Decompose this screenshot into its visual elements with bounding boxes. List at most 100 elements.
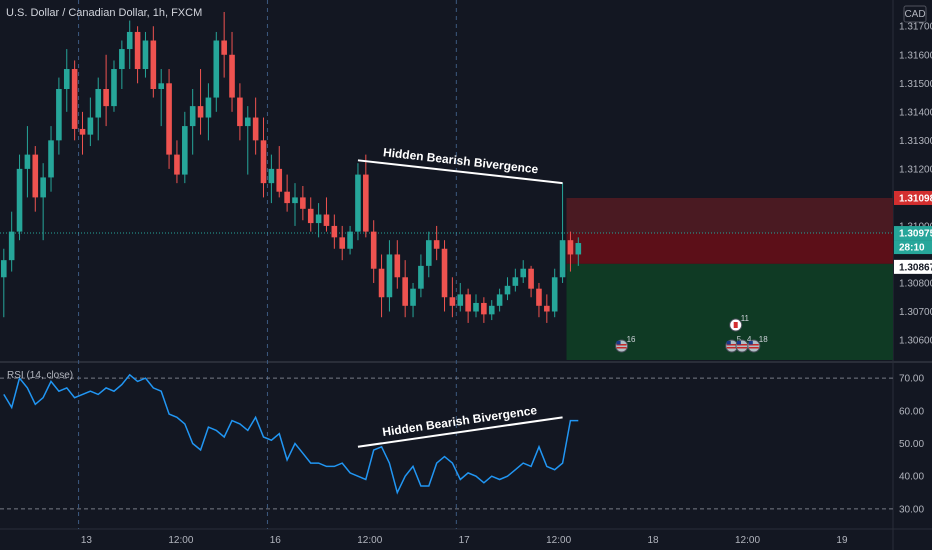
candle-body xyxy=(323,214,330,226)
candles xyxy=(1,11,582,323)
candle-body xyxy=(8,231,15,261)
candle-body xyxy=(244,117,251,127)
us-flag-stripe xyxy=(616,347,627,349)
us-event-icon[interactable]: 4 xyxy=(735,335,752,353)
current-price-label-bg xyxy=(894,226,932,241)
candle-body xyxy=(276,168,283,192)
candle-body xyxy=(1,260,7,278)
us-flag-stripe xyxy=(726,347,737,349)
candle-body xyxy=(71,69,78,129)
candle-body xyxy=(205,97,212,118)
candle-body xyxy=(213,40,220,98)
candle-body xyxy=(40,177,46,198)
candle-body xyxy=(307,208,314,224)
candle-body xyxy=(544,305,550,312)
candle-body xyxy=(457,294,464,306)
rsi-pane xyxy=(3,373,579,495)
rsi-line xyxy=(3,373,579,495)
candle-body xyxy=(63,69,70,90)
candle-body xyxy=(229,54,235,98)
us-event-icon[interactable]: 18 xyxy=(747,335,768,353)
axes: 1.31700 1.31600 1.31500 1.31400 1.31300 1.312… xyxy=(81,22,932,546)
candle-body xyxy=(300,197,306,209)
target-price-label-bg xyxy=(894,259,932,274)
event-count: 16 xyxy=(627,335,636,344)
us-flag-canton xyxy=(726,341,731,345)
candle-body xyxy=(465,294,471,312)
event-count: 11 xyxy=(741,314,750,323)
candle-body xyxy=(370,231,377,269)
candle-body xyxy=(496,294,503,306)
rsi-label: RSI (14, close) xyxy=(7,370,73,381)
candle-body xyxy=(378,268,385,298)
stop-price-label-bg xyxy=(894,190,932,205)
time-tick-label: 17 xyxy=(459,535,471,546)
us-flag-stripe xyxy=(737,344,748,346)
candle-body xyxy=(134,31,141,70)
candle-body xyxy=(520,268,527,278)
candle-body xyxy=(79,128,86,135)
target-price-label: 1.30867 xyxy=(894,259,932,274)
event-markers[interactable]: 16 11 5 4 18 xyxy=(615,314,769,353)
event-count: 4 xyxy=(747,335,752,344)
rsi-tick-label: 30.00 xyxy=(899,504,924,515)
candle-body xyxy=(575,243,582,255)
currency-badge[interactable]: CAD xyxy=(903,5,927,23)
price-divergence-line xyxy=(357,159,563,185)
candle-body xyxy=(488,305,495,315)
candle-body xyxy=(441,248,448,298)
event-count: 18 xyxy=(759,335,768,344)
candle-body xyxy=(402,277,408,306)
candle-body xyxy=(559,240,566,278)
candle-body xyxy=(394,254,401,278)
ca-event-icon[interactable]: 11 xyxy=(729,314,750,332)
target-price-label-text: 1.30867 xyxy=(899,262,932,273)
candle-body xyxy=(32,154,39,198)
candle-body xyxy=(150,40,157,90)
candle-body xyxy=(339,237,346,249)
us-flag-stripe xyxy=(616,344,627,346)
candle-body xyxy=(331,225,338,238)
price-tick-label: 1.30600 xyxy=(899,336,932,347)
candle-body xyxy=(103,89,109,107)
candle-body xyxy=(252,117,259,141)
candle-body xyxy=(386,254,393,298)
candle-body xyxy=(189,106,196,127)
rsi-tick-label: 50.00 xyxy=(899,439,924,450)
time-tick-label: 12:00 xyxy=(546,535,571,546)
price-tick-label: 1.31700 xyxy=(899,22,932,33)
candle-body xyxy=(433,240,440,249)
time-tick-label: 12:00 xyxy=(735,535,760,546)
candle-body xyxy=(567,240,574,255)
candle-body xyxy=(418,265,424,289)
countdown-label: 28:10 xyxy=(894,240,932,255)
stop-zone-upper xyxy=(566,197,893,234)
candle-body xyxy=(174,154,180,175)
candle-body xyxy=(268,168,275,184)
candle-body xyxy=(504,285,511,295)
candle-body xyxy=(425,240,432,266)
candle-body xyxy=(111,69,117,107)
rsi-tick-label: 60.00 xyxy=(899,406,924,417)
candle-body xyxy=(237,97,243,127)
us-flag-stripe xyxy=(737,347,748,349)
us-flag-canton xyxy=(616,341,621,345)
candle-body xyxy=(48,140,54,178)
ca-flag-leaf xyxy=(733,322,738,328)
candle-body xyxy=(126,31,133,50)
candle-body xyxy=(24,154,31,169)
candle-body xyxy=(221,40,227,55)
price-tick-label: 1.30700 xyxy=(899,307,932,318)
candle-body xyxy=(355,174,361,232)
candle-body xyxy=(363,174,369,232)
candle-body xyxy=(473,302,479,312)
us-event-icon[interactable]: 16 xyxy=(615,335,636,353)
currency-label: CAD xyxy=(904,9,925,20)
time-tick-label: 13 xyxy=(81,535,93,546)
chart-title: U.S. Dollar / Canadian Dollar, 1h, FXCM xyxy=(6,7,202,19)
time-tick-label: 19 xyxy=(836,535,848,546)
event-count: 5 xyxy=(737,335,742,344)
rsi-divergence-line xyxy=(357,416,563,448)
us-flag-canton xyxy=(748,341,753,345)
candle-body xyxy=(481,302,487,315)
